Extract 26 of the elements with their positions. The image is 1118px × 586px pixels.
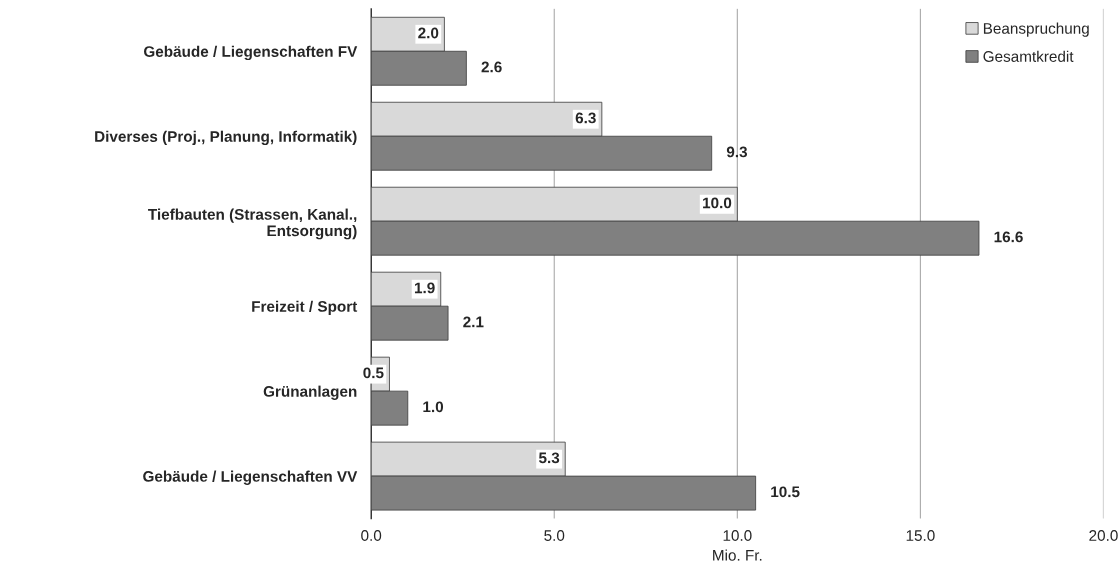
y-tick-label: Gebäude / Liegenschaften VV: [143, 470, 358, 485]
y-tick-label: Tiefbauten (Strassen, Kanal., Entsorgung): [148, 208, 357, 240]
y-tick-label: Freizeit / Sport: [252, 300, 358, 315]
x-tick-label: 20.0: [1089, 530, 1118, 541]
data-label: 5.3: [538, 452, 560, 464]
data-label: 2.6: [481, 61, 502, 73]
data-label: 6.3: [575, 112, 596, 124]
data-label: 10.5: [771, 486, 800, 498]
data-label: 0.5: [363, 367, 384, 379]
x-axis-title: Mio. Fr.: [713, 549, 762, 561]
data-label: 10.0: [703, 197, 732, 209]
x-tick-label: 5.0: [544, 530, 565, 541]
data-label: 1.0: [423, 401, 444, 413]
y-tick-label: Grünanlagen: [263, 385, 357, 400]
data-label: 9.3: [726, 146, 748, 158]
data-label: 2.1: [463, 316, 484, 328]
x-tick-label: 0.0: [361, 530, 382, 541]
legend-label: Beanspruchung: [983, 22, 1089, 37]
x-tick-label: 10.0: [723, 530, 752, 541]
data-label: 2.0: [418, 27, 439, 39]
data-label: 1.9: [414, 282, 435, 294]
legend-label: Gesamtkredit: [983, 50, 1074, 62]
data-label: 16.6: [994, 231, 1023, 243]
y-tick-label: Diverses (Proj., Planung, Informatik): [95, 130, 357, 146]
y-tick-label: Gebäude / Liegenschaften FV: [144, 45, 358, 61]
x-tick-label: 15.0: [906, 530, 935, 541]
